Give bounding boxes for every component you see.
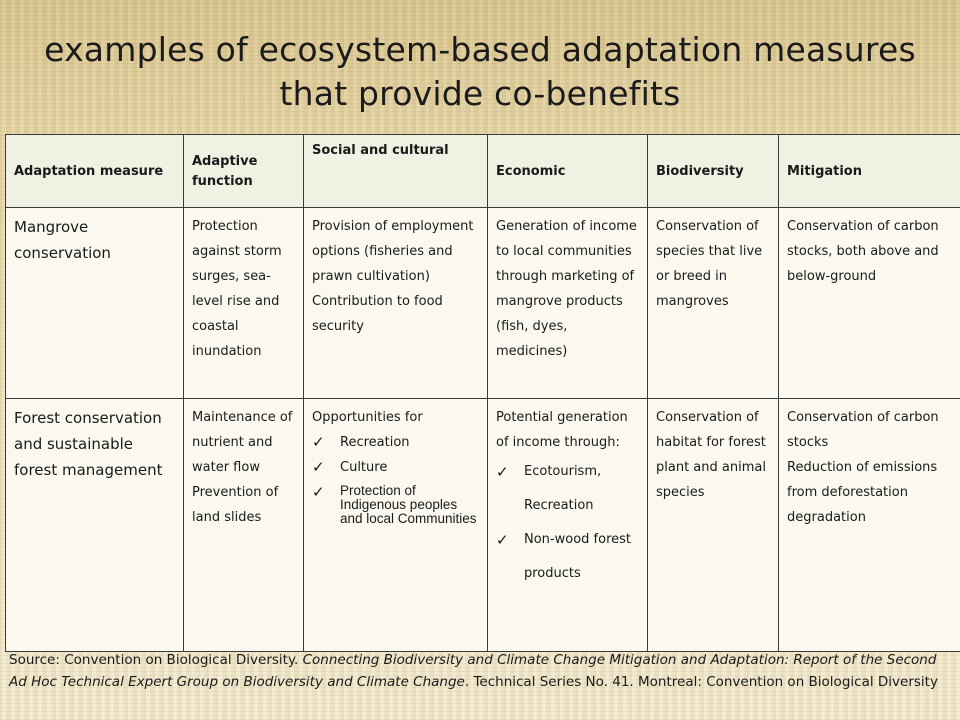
cell-biodiversity: Conservation of habitat for forest plant… [647,398,779,652]
checkmark-icon: ✓ [496,463,509,481]
adaptive-paragraph: Prevention of land slides [192,485,279,525]
checklist-item-label: Culture [340,460,388,475]
cell-adaptive-function: Maintenance of nutrient and water flow P… [183,398,304,652]
table-header-row: Adaptation measure Adaptive function Soc… [5,134,960,208]
checkmark-icon: ✓ [496,531,509,549]
cell-adaptive-function: Protection against storm surges, sea-lev… [183,207,304,399]
checklist-item: ✓ Protection of Indigenous peoples and lo… [312,480,480,532]
checkmark-icon: ✓ [312,483,325,501]
checklist-item-label: Protection of Indigenous peoples and loc… [340,483,477,526]
mitigation-paragraph: Reduction of emissions from deforestatio… [787,460,938,525]
checkmark-icon: ✓ [312,433,325,451]
social-paragraph: Provision of employment options (fisheri… [312,219,474,284]
adaptive-paragraph: Maintenance of nutrient and water flow [192,410,293,475]
social-checklist: ✓ Recreation ✓ Culture ✓ Protection of Indi… [312,430,480,532]
mitigation-paragraph: Conservation of carbon stocks [787,410,939,450]
checklist-item: ✓ Non-wood forest products [496,523,640,591]
source-prefix: Source: Convention on Biological Diversi… [9,652,303,668]
social-intro: Opportunities for [312,410,423,425]
cell-economic: Generation of income to local communitie… [487,207,648,399]
title-line-1: examples of ecosystem-based adaptation m… [44,30,916,69]
cell-economic: Potential generation of income through: … [487,398,648,652]
header-economic: Economic [487,134,648,208]
cell-mitigation: Conservation of carbon stocks, both abov… [778,207,960,399]
table-row-forest: Forest conservation and sustainable fore… [5,398,960,652]
header-adaptive-function: Adaptive function [183,134,304,208]
economic-checklist: ✓ Ecotourism, Recreation ✓ Non-wood forest… [496,455,640,591]
cell-measure: Mangrove conservation [5,207,184,399]
cell-biodiversity: Conservation of species that live or bre… [647,207,779,399]
economic-intro: Potential generation of income through: [496,410,628,450]
title-line-2: that provide co-benefits [279,74,681,113]
cell-measure: Forest conservation and sustainable fore… [5,398,184,652]
header-biodiversity: Biodiversity [647,134,779,208]
checklist-item: ✓ Ecotourism, Recreation [496,455,640,523]
co-benefits-table-container: Adaptation measure Adaptive function Soc… [5,134,960,652]
header-adaptation-measure: Adaptation measure [5,134,184,208]
source-citation: Source: Convention on Biological Diversi… [9,649,954,693]
checklist-item-label: Non-wood forest products [524,532,631,581]
co-benefits-table: Adaptation measure Adaptive function Soc… [5,134,960,652]
checklist-item: ✓ Recreation [312,430,480,455]
cell-mitigation: Conservation of carbon stocks Reduction … [778,398,960,652]
cell-social-cultural: Opportunities for ✓ Recreation ✓ Culture ✓… [303,398,488,652]
header-social-cultural: Social and cultural [303,134,488,208]
source-suffix: . Technical Series No. 41. Montreal: Con… [464,674,938,690]
social-paragraph: Contribution to food security [312,294,443,334]
checklist-item-label: Ecotourism, Recreation [524,464,602,513]
slide-title: examples of ecosystem-based adaptation m… [0,28,960,116]
header-mitigation: Mitigation [778,134,960,208]
table-row-mangrove: Mangrove conservation Protection against… [5,207,960,399]
checkmark-icon: ✓ [312,458,325,476]
checklist-item: ✓ Culture [312,455,480,480]
cell-social-cultural: Provision of employment options (fisheri… [303,207,488,399]
checklist-item-label: Recreation [340,435,410,450]
source-title: Connecting Biodiversity and Climate Chan… [9,652,937,690]
